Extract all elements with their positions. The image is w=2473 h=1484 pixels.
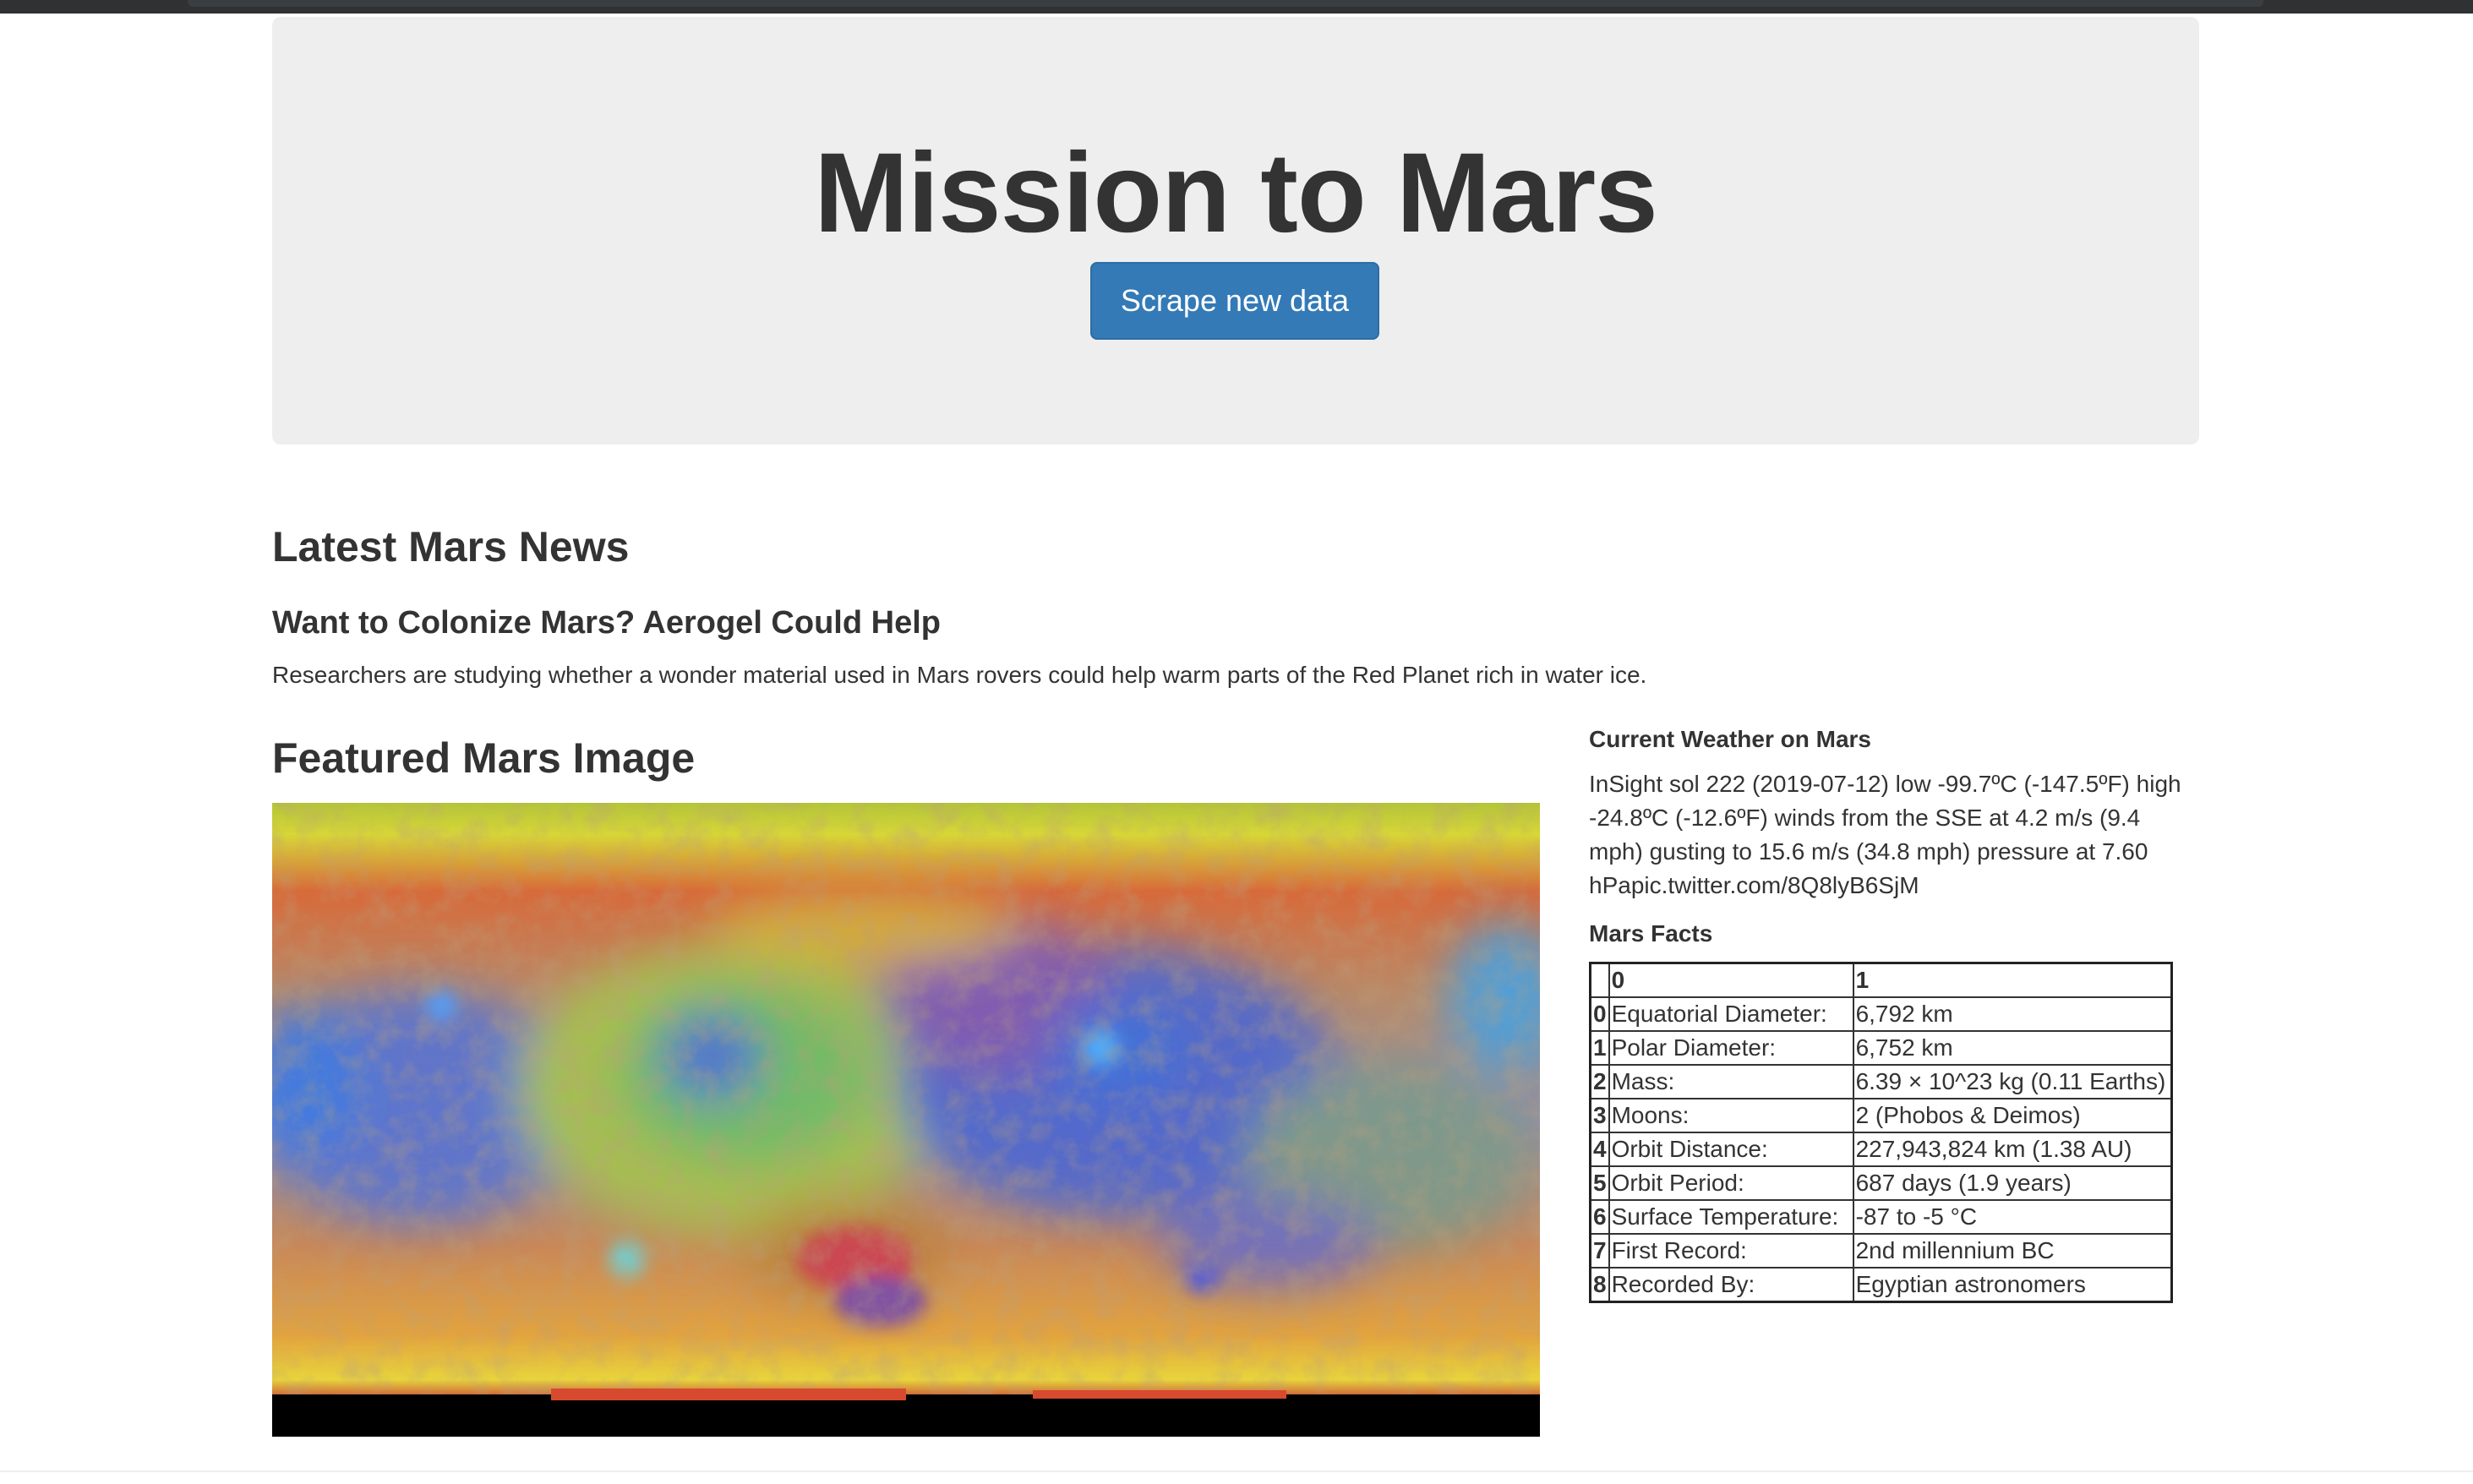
table-row: 8 Recorded By: Egyptian astronomers bbox=[1589, 1267, 2173, 1303]
featured-mars-image bbox=[272, 803, 1540, 1437]
facts-heading: Mars Facts bbox=[1589, 920, 1713, 947]
fact-label: Orbit Period: bbox=[1608, 1165, 1854, 1201]
row-index: 3 bbox=[1589, 1098, 1610, 1133]
footer-divider bbox=[0, 1470, 2473, 1472]
fact-label: Equatorial Diameter: bbox=[1608, 996, 1854, 1032]
fact-value: 6,752 km bbox=[1852, 1030, 2173, 1066]
fact-label: Mass: bbox=[1608, 1064, 1854, 1099]
facts-header-row: 0 1 bbox=[1589, 962, 2173, 998]
row-index: 0 bbox=[1589, 996, 1610, 1032]
news-title: Want to Colonize Mars? Aerogel Could Hel… bbox=[272, 605, 941, 641]
fact-label: Recorded By: bbox=[1608, 1267, 1854, 1303]
fact-label: Surface Temperature: bbox=[1608, 1199, 1854, 1235]
table-row: 1 Polar Diameter: 6,752 km bbox=[1589, 1030, 2173, 1066]
browser-top-bar-inner bbox=[188, 0, 2263, 7]
weather-text: InSight sol 222 (2019-07-12) low -99.7ºC… bbox=[1589, 771, 2181, 898]
fact-value: Egyptian astronomers bbox=[1852, 1267, 2173, 1303]
weather-heading: Current Weather on Mars bbox=[1589, 726, 1871, 752]
fact-value: 2 (Phobos & Deimos) bbox=[1852, 1098, 2173, 1133]
news-heading: Latest Mars News bbox=[272, 523, 630, 570]
fact-label: First Record: bbox=[1608, 1233, 1854, 1268]
scrape-new-data-button[interactable]: Scrape new data bbox=[1090, 262, 1379, 340]
fact-value: 2nd millennium BC bbox=[1852, 1233, 2173, 1268]
facts-header-col-0: 0 bbox=[1608, 962, 1854, 998]
jumbotron: Mission to Mars Scrape new data bbox=[272, 17, 2199, 445]
featured-image-heading: Featured Mars Image bbox=[272, 734, 696, 782]
table-row: 2 Mass: 6.39 × 10^23 kg (0.11 Earths) bbox=[1589, 1064, 2173, 1099]
news-paragraph: Researchers are studying whether a wonde… bbox=[272, 662, 1647, 688]
row-index: 4 bbox=[1589, 1132, 1610, 1167]
facts-header-col-1: 1 bbox=[1852, 962, 2173, 998]
row-index: 2 bbox=[1589, 1064, 1610, 1099]
table-row: 0 Equatorial Diameter: 6,792 km bbox=[1589, 996, 2173, 1032]
browser-top-bar bbox=[0, 0, 2473, 14]
table-row: 4 Orbit Distance: 227,943,824 km (1.38 A… bbox=[1589, 1132, 2173, 1167]
table-row: 7 First Record: 2nd millennium BC bbox=[1589, 1233, 2173, 1268]
fact-label: Orbit Distance: bbox=[1608, 1132, 1854, 1167]
page-title: Mission to Mars bbox=[814, 130, 1658, 256]
row-index: 5 bbox=[1589, 1165, 1610, 1201]
table-row: 3 Moons: 2 (Phobos & Deimos) bbox=[1589, 1098, 2173, 1133]
fact-value: -87 to -5 °C bbox=[1852, 1199, 2173, 1235]
facts-header-index bbox=[1589, 962, 1610, 998]
fact-value: 227,943,824 km (1.38 AU) bbox=[1852, 1132, 2173, 1167]
table-row: 5 Orbit Period: 687 days (1.9 years) bbox=[1589, 1165, 2173, 1201]
row-index: 1 bbox=[1589, 1030, 1610, 1066]
row-index: 8 bbox=[1589, 1267, 1610, 1303]
fact-label: Polar Diameter: bbox=[1608, 1030, 1854, 1066]
fact-value: 6,792 km bbox=[1852, 996, 2173, 1032]
fact-value: 6.39 × 10^23 kg (0.11 Earths) bbox=[1852, 1064, 2173, 1099]
mars-facts-table: 0 1 0 Equatorial Diameter: 6,792 km 1 Po… bbox=[1589, 962, 2173, 1303]
row-index: 7 bbox=[1589, 1233, 1610, 1268]
row-index: 6 bbox=[1589, 1199, 1610, 1235]
fact-label: Moons: bbox=[1608, 1098, 1854, 1133]
table-row: 6 Surface Temperature: -87 to -5 °C bbox=[1589, 1199, 2173, 1235]
fact-value: 687 days (1.9 years) bbox=[1852, 1165, 2173, 1201]
